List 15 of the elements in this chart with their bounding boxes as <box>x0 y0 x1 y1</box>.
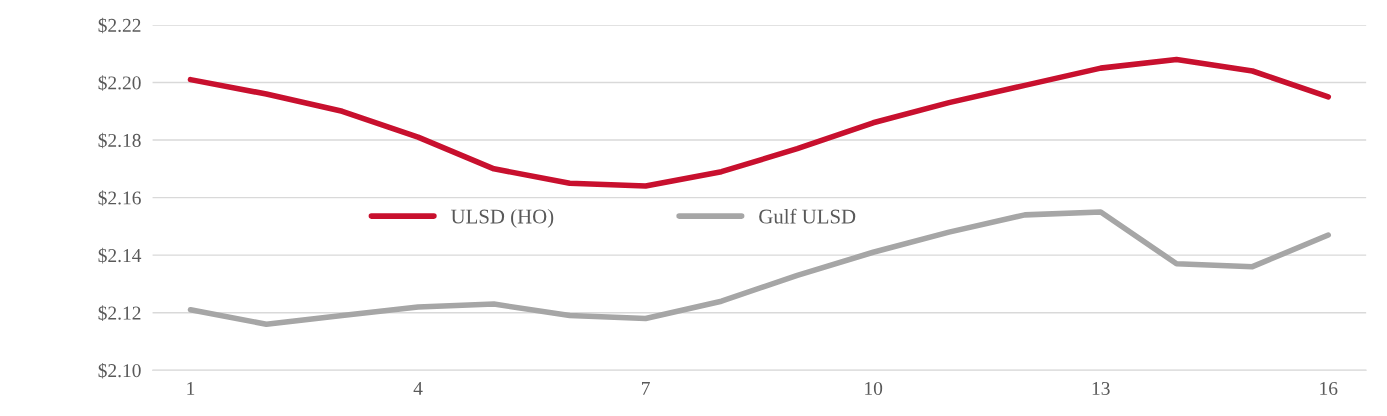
x-tick-label: 13 <box>1092 381 1110 396</box>
y-tick-label: $2.18 <box>98 132 141 149</box>
y-tick-label: $2.20 <box>98 75 141 91</box>
y-tick-label: $2.16 <box>98 190 141 206</box>
legend-label: Gulf ULSD <box>759 208 856 224</box>
x-tick-label: 10 <box>865 381 883 396</box>
x-tick-label: 7 <box>642 382 650 395</box>
y-tick-label: $2.22 <box>98 17 141 34</box>
x-tick-label: 4 <box>413 382 423 395</box>
y-tick-label: $2.14 <box>98 247 142 264</box>
legend-label: ULSD (HO) <box>451 208 554 228</box>
x-tick-label: 1 <box>187 382 195 395</box>
x-tick-label: 16 <box>1320 381 1338 396</box>
y-tick-label: $2.12 <box>98 305 141 321</box>
y-tick-label: $2.10 <box>98 362 141 379</box>
